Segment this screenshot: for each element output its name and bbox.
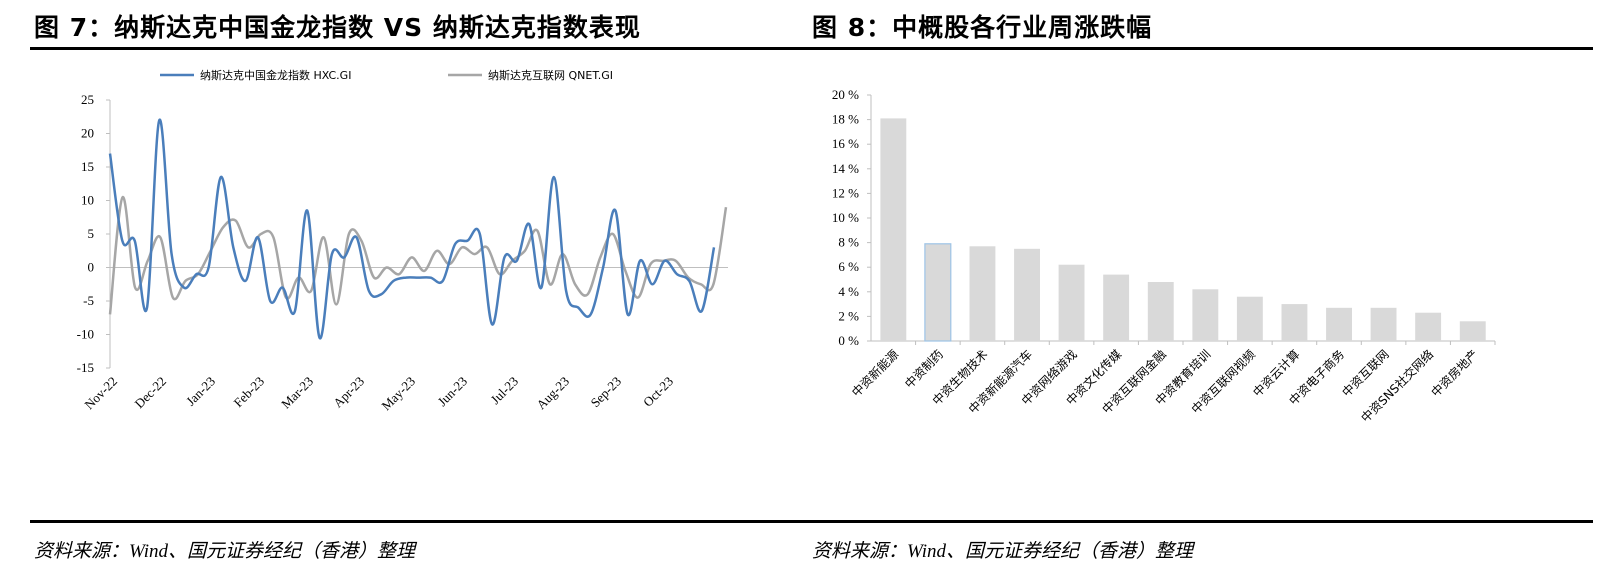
- bar: [1103, 274, 1130, 341]
- line-chart-y-tick-label: 5: [88, 226, 95, 241]
- bar: [1236, 296, 1263, 341]
- bar-category-label: 中资房地产: [1428, 347, 1481, 400]
- right-source-note: 资料来源：Wind、国元证券经纪（香港）整理: [812, 541, 1194, 562]
- line-series-hxc: [108, 118, 716, 340]
- bar: [1058, 264, 1085, 341]
- bar-chart: 20 %18 %16 %14 %12 %10 %8 %6 %4 %2 %0 %中…: [832, 87, 1496, 425]
- line-chart-y-tick-label: 15: [81, 159, 94, 174]
- bar-category-label: 中资新能源: [848, 347, 901, 400]
- line-chart-x-tick-label: Sep-23: [587, 374, 624, 411]
- line-chart-x-tick-label: Apr-23: [330, 374, 367, 411]
- left-source-note: 资料来源：Wind、国元证券经纪（香港）整理: [34, 541, 416, 562]
- bar-chart-y-tick-label: 12 %: [832, 185, 859, 200]
- bar-chart-y-tick-label: 6 %: [838, 259, 859, 274]
- line-chart-x-tick-label: Feb-23: [230, 374, 267, 411]
- bar: [1326, 307, 1352, 341]
- bar: [1459, 321, 1486, 341]
- legend-label: 纳斯达克互联网 QNET.GI: [488, 69, 613, 82]
- bar-chart-y-tick-label: 20 %: [832, 87, 859, 102]
- bar: [969, 246, 996, 341]
- line-chart-x-tick-label: Jun-23: [434, 374, 470, 410]
- legend-label: 纳斯达克中国金龙指数 HXC.GI: [200, 68, 351, 82]
- line-chart-x-tick-label: Mar-23: [278, 374, 316, 412]
- top-rule: [30, 47, 1593, 50]
- bar: [1281, 304, 1308, 341]
- line-chart-y-tick-label: 20: [81, 126, 94, 141]
- bar: [1147, 282, 1174, 341]
- line-chart-x-tick-label: Dec-22: [131, 374, 169, 412]
- line-series-qnet: [108, 195, 728, 315]
- line-chart-y-tick-label: -5: [83, 293, 94, 308]
- bar: [880, 118, 907, 342]
- line-chart-x-tick-label: May-23: [378, 374, 418, 414]
- line-chart-x-tick-label: Aug-23: [533, 374, 572, 413]
- bar: [1415, 312, 1442, 341]
- line-chart-y-tick-label: -15: [77, 360, 94, 375]
- bar: [1192, 289, 1219, 341]
- bar-chart-y-tick-label: 8 %: [838, 235, 859, 250]
- line-chart-x-tick-label: Oct-23: [640, 374, 676, 410]
- line-chart-x-tick-label: Jul-23: [488, 374, 522, 408]
- line-chart-y-tick-label: 25: [81, 92, 94, 107]
- bar-chart-y-tick-label: 2 %: [838, 308, 859, 323]
- bar: [924, 243, 952, 342]
- line-chart-y-tick-label: 10: [81, 193, 94, 208]
- bar-chart-y-tick-label: 14 %: [832, 161, 859, 176]
- left-figure-title: 图 7：纳斯达克中国金龙指数 VS 纳斯达克指数表现: [34, 13, 641, 42]
- right-figure-title: 图 8：中概股各行业周涨跌幅: [812, 13, 1153, 42]
- line-chart-x-tick-label: Jan-23: [183, 374, 218, 409]
- bar: [1014, 248, 1040, 342]
- bar-chart-y-tick-label: 4 %: [838, 284, 859, 299]
- line-chart-y-tick-label: -10: [77, 327, 94, 342]
- bar-chart-y-tick-label: 18 %: [832, 112, 859, 127]
- line-chart-y-tick-label: 0: [88, 260, 95, 275]
- bar-chart-y-tick-label: 16 %: [832, 136, 859, 151]
- bottom-rule: [30, 520, 1593, 523]
- bar-chart-y-tick-label: 10 %: [832, 210, 859, 225]
- bar: [1370, 307, 1397, 341]
- bar-chart-y-tick-label: 0 %: [838, 333, 859, 348]
- bar-category-label: 中资制药: [901, 347, 946, 392]
- line-chart-x-tick-label: Nov-22: [81, 374, 120, 413]
